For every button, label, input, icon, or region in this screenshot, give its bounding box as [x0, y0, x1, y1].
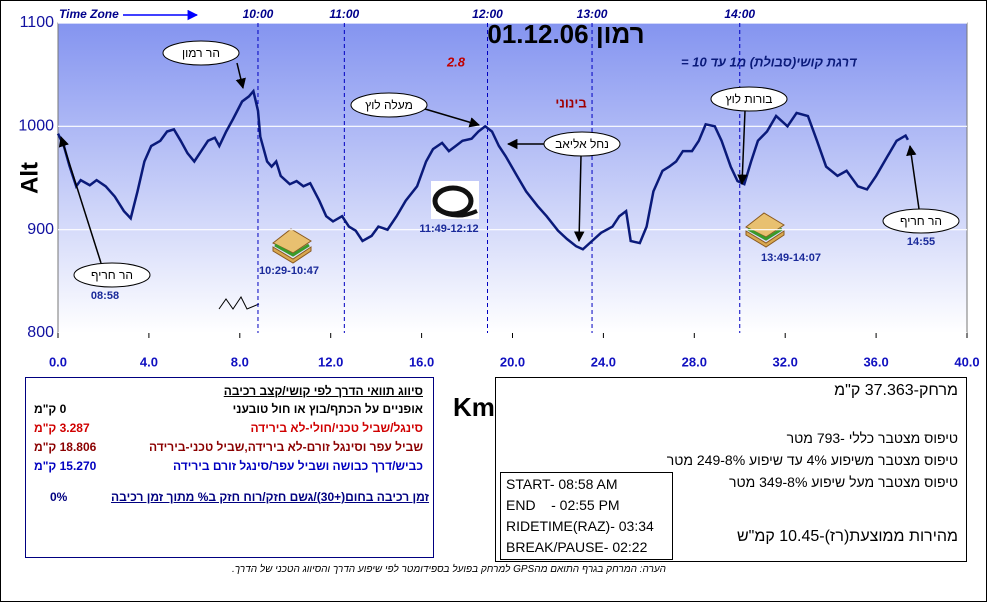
- time-line: BREAK/PAUSE- 02:22: [506, 539, 648, 555]
- callout-label: מעלה לוץ: [365, 98, 413, 112]
- x-tick-label: 40.0: [954, 354, 979, 369]
- callout-label: הר חריף: [900, 214, 942, 228]
- times-box: START- 08:58 AM END - 02:55 PM RIDETIME(RA…: [500, 472, 673, 560]
- helmet-icon: [431, 181, 479, 219]
- time-label: 13:49-14:07: [761, 252, 821, 264]
- callout-bubble: [710, 86, 788, 112]
- legend-category: אופניים על הכתף/בוץ או חול טובעני: [232, 402, 423, 416]
- callout-label: הר חריף: [91, 268, 133, 282]
- chart: Alt Time Zone רמון 01.12.06 דרגת קושי(סב…: [16, 7, 979, 422]
- difficulty-level: בינוני: [555, 95, 586, 110]
- legend-row: כביש/דרך כבושה ושביל עפר/סינגל זורם בירי…: [34, 459, 423, 477]
- time-line: START- 08:58 AM: [506, 476, 618, 492]
- summary-box: START- 08:58 AM END - 02:55 PM RIDETIME(RA…: [495, 377, 967, 562]
- callout-label: נחל אליאב: [555, 137, 609, 151]
- time-marker-label: 10:00: [243, 7, 274, 21]
- x-tick-label: 0.0: [49, 354, 67, 369]
- chart-title: רמון 01.12.06: [487, 19, 644, 49]
- legend-distance: 3.287 ק"מ: [34, 421, 90, 435]
- legend-title: סיווג תוואי הדרך לפי קושי/קצב רכיבה: [223, 384, 423, 398]
- x-tick-label: 16.0: [409, 354, 434, 369]
- callout-label: בורות לוץ: [726, 92, 773, 106]
- legend-distance: 15.270 ק"מ: [34, 459, 97, 473]
- legend-category: סינגל/שביל טכני/חולי-לא בירידה: [250, 421, 423, 435]
- callout-label: הר רמון: [182, 46, 220, 60]
- legend-box: סיווג תוואי הדרך לפי קושי/קצב רכיבה אופני…: [25, 377, 434, 558]
- footnote: הערה: המרחק בגרף התואם מהGPS למרחק בפועל…: [231, 564, 666, 575]
- x-tick-label: 24.0: [591, 354, 616, 369]
- summary-line: טיפוס מצטבר משיפוע 4% עד שיפוע 8%-249 מט…: [666, 452, 958, 468]
- legend-category: שביל עפר וסינגל זורם-לא בירידה,שביל טכני…: [148, 440, 423, 454]
- sandwich-icon: [745, 212, 785, 248]
- callout-arrow: [737, 110, 748, 186]
- time-marker-label: 12:00: [472, 7, 503, 21]
- x-axis-label: Km: [453, 392, 495, 422]
- callout-bubble: [350, 92, 428, 118]
- x-tick-label: 20.0: [500, 354, 525, 369]
- legend-distance: 0 ק"מ: [34, 402, 67, 416]
- x-tick-label: 36.0: [863, 354, 888, 369]
- callout-bubble: [882, 208, 960, 234]
- time-marker-label: 11:00: [329, 7, 359, 21]
- callout-arrow: [906, 144, 920, 210]
- callout-arrow: [235, 62, 246, 90]
- time-label: 10:29-10:47: [259, 265, 319, 277]
- x-tick-label: 12.0: [318, 354, 343, 369]
- callout-bubble: [73, 262, 151, 288]
- time-line: RIDETIME(RAZ)- 03:34: [506, 518, 654, 534]
- legend-footer-value: 0%: [50, 490, 68, 504]
- y-tick-label: 1100: [20, 14, 55, 31]
- signature: [218, 296, 260, 310]
- summary-line: מהירות ממוצעת(רז)-10.45 קמ"ש: [736, 528, 958, 545]
- plot-area: [57, 22, 968, 334]
- summary-line: מרחק-37.363 ק"מ: [834, 382, 958, 399]
- summary-line: טיפוס מצטבר מעל שיפוע 8%-349 מטר: [728, 474, 958, 490]
- sandwich-icon: [272, 228, 312, 264]
- callout-arrow: [58, 135, 102, 264]
- time-line: END - 02:55 PM: [506, 497, 620, 513]
- time-label: 08:58: [91, 290, 119, 302]
- legend-category: כביש/דרך כבושה ושביל עפר/סינגל זורם בירי…: [172, 459, 423, 473]
- callout-bubble: [543, 131, 621, 157]
- legend-row: סינגל/שביל טכני/חולי-לא בירידה 3.287 ק"מ: [34, 421, 423, 439]
- x-tick-label: 28.0: [682, 354, 707, 369]
- y-axis-label: Alt: [16, 162, 43, 194]
- callout-bubble: [162, 40, 240, 66]
- legend-distance: 18.806 ק"מ: [34, 440, 97, 454]
- time-label: 11:49-12:12: [419, 223, 478, 235]
- y-tick-label: 900: [27, 221, 54, 238]
- time-marker-label: 13:00: [577, 7, 608, 21]
- legend-row: אופניים על הכתף/בוץ או חול טובעני 0 ק"מ: [34, 402, 423, 420]
- callout-arrow: [424, 108, 481, 128]
- y-tick-label: 1000: [18, 118, 54, 135]
- legend-footer: זמן רכיבה בחום(+30)/גשם חזק/רוח חזק ב% מ…: [111, 490, 429, 504]
- difficulty-value: 2.8: [446, 54, 466, 69]
- legend-row: שביל עפר וסינגל זורם-לא בירידה,שביל טכני…: [34, 440, 423, 458]
- x-tick-label: 8.0: [231, 354, 249, 369]
- y-tick-label: 800: [27, 324, 54, 341]
- time-zone-label: Time Zone: [59, 7, 119, 21]
- subtitle: דרגת קושי(סבולת) מ1 עד 10 =: [681, 54, 858, 69]
- x-tick-label: 4.0: [140, 354, 158, 369]
- x-tick-label: 32.0: [773, 354, 798, 369]
- summary-line: טיפוס מצטבר כללי -793 מטר: [786, 430, 958, 446]
- callout-arrow: [573, 155, 585, 243]
- time-marker-label: 14:00: [724, 7, 755, 21]
- time-label: 14:55: [907, 236, 935, 248]
